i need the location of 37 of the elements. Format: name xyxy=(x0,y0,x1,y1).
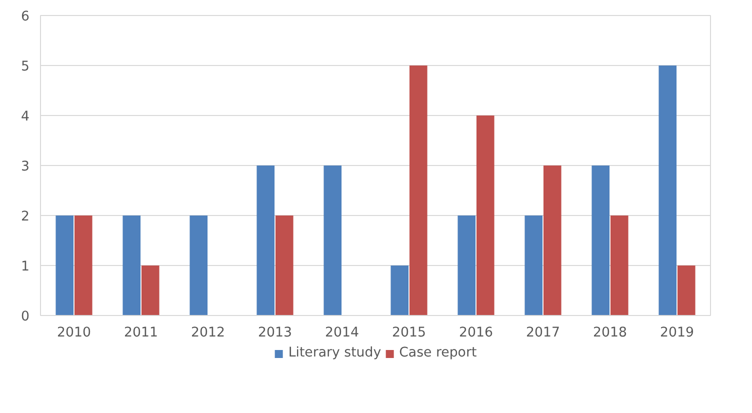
x-tick-label: 2012 xyxy=(191,326,225,340)
bar xyxy=(324,166,342,316)
bar xyxy=(524,216,543,316)
bar xyxy=(122,216,141,316)
y-tick-label: 1 xyxy=(21,260,30,274)
x-tick-label: 2019 xyxy=(660,326,694,340)
x-tick-label: 2014 xyxy=(325,326,359,340)
y-tick-label: 3 xyxy=(21,160,30,174)
bar xyxy=(74,216,92,316)
x-tick-label: 2011 xyxy=(124,326,158,340)
bar xyxy=(476,116,494,316)
bar xyxy=(141,266,160,316)
x-tick-label: 2015 xyxy=(392,326,426,340)
bar xyxy=(56,216,74,316)
bar xyxy=(677,266,696,316)
y-tick-label: 4 xyxy=(21,110,30,124)
bar xyxy=(275,216,294,316)
x-tick-label: 2018 xyxy=(593,326,627,340)
bar xyxy=(543,166,562,316)
x-tick-label: 2013 xyxy=(258,326,292,340)
bar xyxy=(256,166,275,316)
bar xyxy=(190,216,208,316)
x-tick-label: 2017 xyxy=(526,326,560,340)
bar xyxy=(409,66,428,316)
bar xyxy=(658,66,677,316)
y-tick-label: 0 xyxy=(21,310,30,324)
bar xyxy=(458,216,476,316)
legend-label: Case report xyxy=(399,346,477,360)
legend-label: Literary study xyxy=(288,346,382,360)
bar xyxy=(592,166,610,316)
y-tick-label: 5 xyxy=(21,60,30,74)
bar xyxy=(390,266,409,316)
x-tick-label: 2010 xyxy=(57,326,91,340)
y-tick-label: 2 xyxy=(21,210,30,224)
x-tick-label: 2016 xyxy=(459,326,493,340)
y-tick-label: 6 xyxy=(21,10,30,24)
bar xyxy=(610,216,628,316)
